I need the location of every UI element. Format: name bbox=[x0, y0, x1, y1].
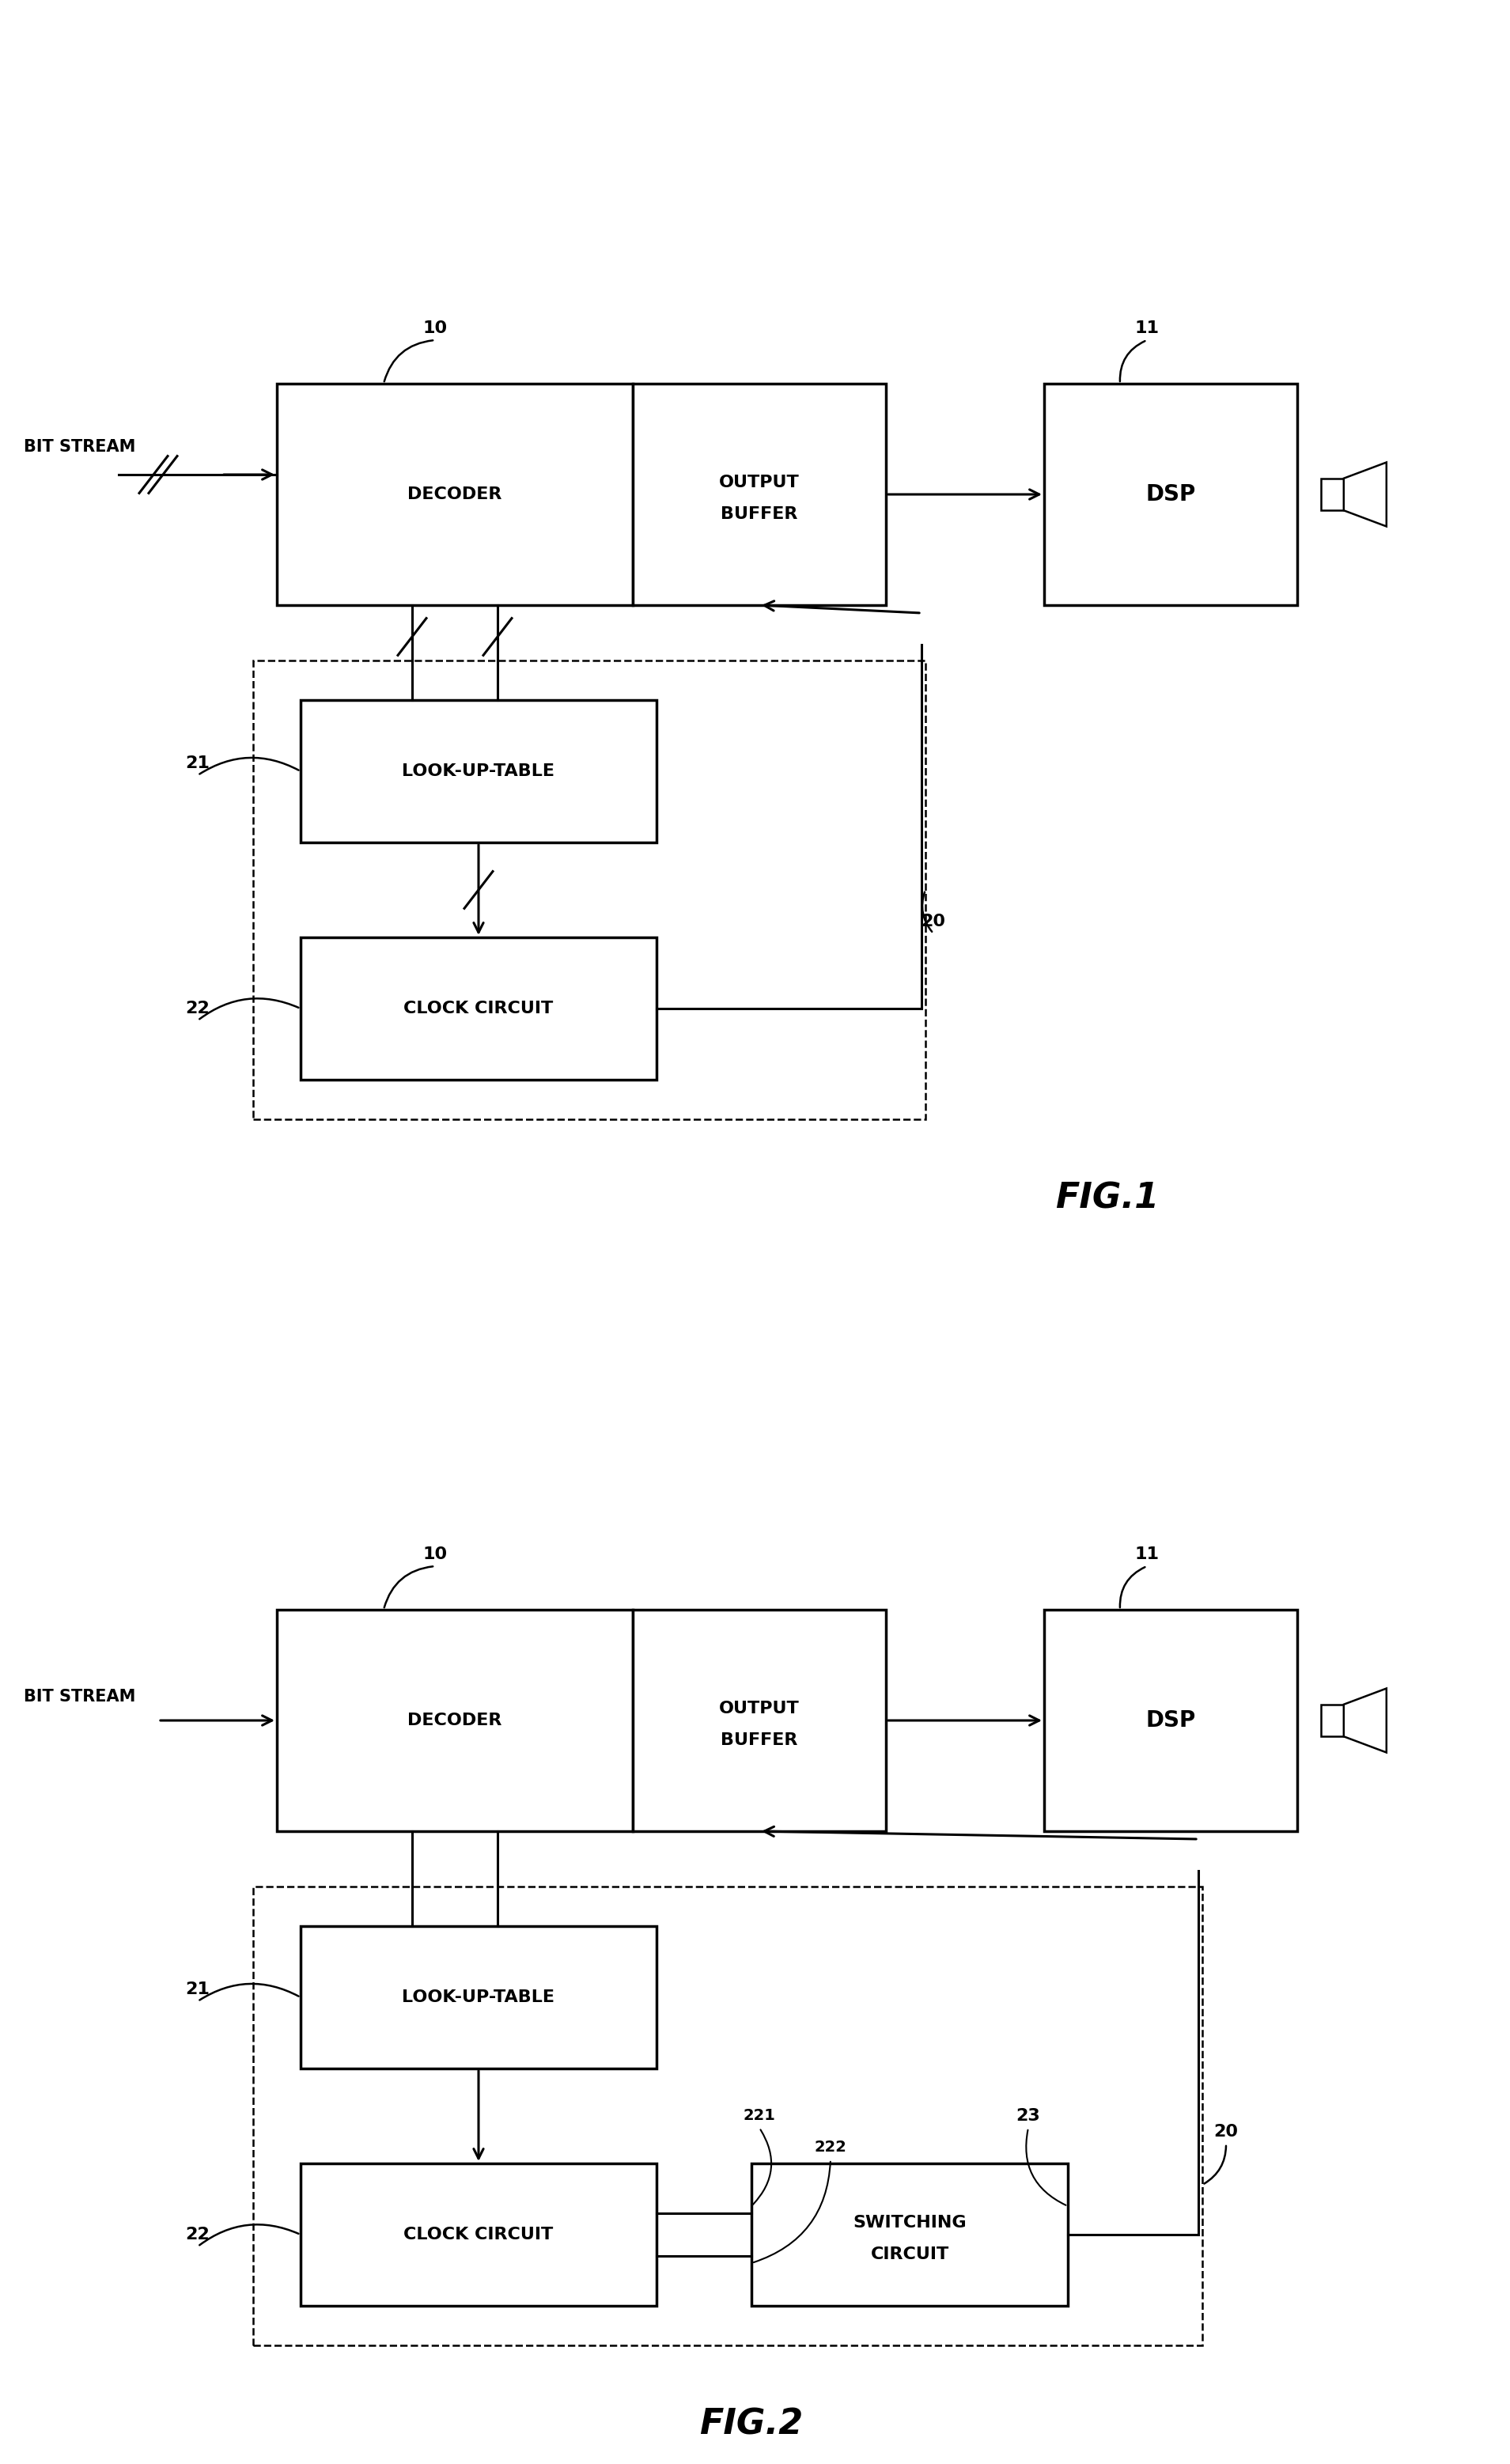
Text: CLOCK CIRCUIT: CLOCK CIRCUIT bbox=[403, 1000, 553, 1018]
Bar bbox=[300, 936, 657, 1079]
Bar bbox=[752, 2163, 1068, 2306]
Bar bbox=[254, 1887, 1202, 2346]
Polygon shape bbox=[1344, 463, 1386, 527]
Bar bbox=[300, 700, 657, 843]
Text: 21: 21 bbox=[186, 756, 210, 771]
Text: DECODER: DECODER bbox=[408, 485, 501, 503]
Polygon shape bbox=[1344, 1688, 1386, 1752]
Text: 221: 221 bbox=[743, 2109, 776, 2124]
Text: CIRCUIT: CIRCUIT bbox=[870, 2247, 948, 2262]
Bar bbox=[300, 1927, 657, 2067]
Text: 22: 22 bbox=[186, 1000, 210, 1018]
Bar bbox=[276, 1609, 633, 1831]
Text: 222: 222 bbox=[814, 2141, 847, 2156]
Text: BUFFER: BUFFER bbox=[720, 505, 797, 522]
Bar bbox=[633, 384, 886, 606]
Text: OUTPUT: OUTPUT bbox=[719, 476, 800, 490]
Bar bbox=[633, 1609, 886, 1831]
Text: 22: 22 bbox=[186, 2227, 210, 2242]
Text: SWITCHING: SWITCHING bbox=[853, 2215, 966, 2230]
Text: 21: 21 bbox=[186, 1981, 210, 1998]
Text: 20: 20 bbox=[921, 914, 945, 929]
Bar bbox=[1043, 1609, 1297, 1831]
Text: FIG.2: FIG.2 bbox=[699, 2407, 803, 2442]
Text: DSP: DSP bbox=[1146, 1710, 1196, 1732]
Text: DECODER: DECODER bbox=[408, 1712, 501, 1727]
Text: DSP: DSP bbox=[1146, 483, 1196, 505]
Text: BIT STREAM: BIT STREAM bbox=[24, 1688, 136, 1705]
Bar bbox=[1043, 384, 1297, 606]
Bar bbox=[1321, 478, 1344, 510]
Text: CLOCK CIRCUIT: CLOCK CIRCUIT bbox=[403, 2227, 553, 2242]
Bar bbox=[276, 384, 633, 606]
Bar bbox=[254, 660, 926, 1119]
Text: 10: 10 bbox=[423, 1547, 447, 1562]
Text: BUFFER: BUFFER bbox=[720, 1732, 797, 1747]
Bar bbox=[1321, 1705, 1344, 1737]
Text: 23: 23 bbox=[1016, 2109, 1040, 2124]
Text: FIG.1: FIG.1 bbox=[1055, 1180, 1160, 1215]
Bar bbox=[300, 2163, 657, 2306]
Text: 20: 20 bbox=[1214, 2124, 1238, 2139]
Text: LOOK-UP-TABLE: LOOK-UP-TABLE bbox=[402, 1988, 554, 2006]
Text: 10: 10 bbox=[423, 320, 447, 335]
Text: OUTPUT: OUTPUT bbox=[719, 1700, 800, 1717]
Text: LOOK-UP-TABLE: LOOK-UP-TABLE bbox=[402, 764, 554, 779]
Text: 11: 11 bbox=[1134, 320, 1160, 335]
Text: 11: 11 bbox=[1134, 1547, 1160, 1562]
Text: BIT STREAM: BIT STREAM bbox=[24, 439, 136, 456]
